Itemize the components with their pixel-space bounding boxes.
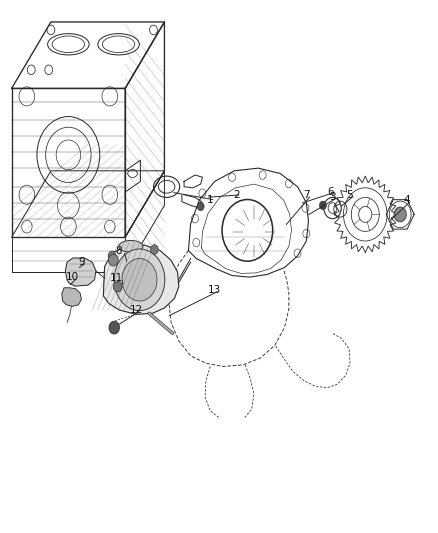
Text: 10: 10: [66, 272, 79, 282]
Text: 6: 6: [327, 187, 334, 197]
Text: 13: 13: [208, 286, 221, 295]
Polygon shape: [65, 258, 96, 286]
Text: 8: 8: [115, 246, 122, 255]
Circle shape: [150, 245, 158, 254]
Circle shape: [114, 249, 165, 311]
Text: 3: 3: [329, 192, 336, 203]
Text: 5: 5: [346, 190, 353, 200]
Circle shape: [122, 259, 157, 301]
Circle shape: [109, 321, 120, 334]
Text: 12: 12: [129, 305, 143, 315]
Text: 1: 1: [207, 195, 214, 205]
Text: 9: 9: [78, 257, 85, 267]
Text: 4: 4: [403, 195, 410, 205]
Polygon shape: [103, 245, 179, 314]
Circle shape: [113, 281, 122, 292]
Text: 11: 11: [110, 273, 123, 283]
Polygon shape: [62, 288, 81, 306]
Circle shape: [108, 251, 116, 261]
Circle shape: [197, 202, 204, 211]
Text: 7: 7: [303, 190, 310, 200]
Circle shape: [319, 201, 326, 209]
Text: 2: 2: [233, 190, 240, 200]
Ellipse shape: [119, 240, 143, 252]
Circle shape: [109, 254, 118, 266]
Circle shape: [394, 207, 406, 222]
